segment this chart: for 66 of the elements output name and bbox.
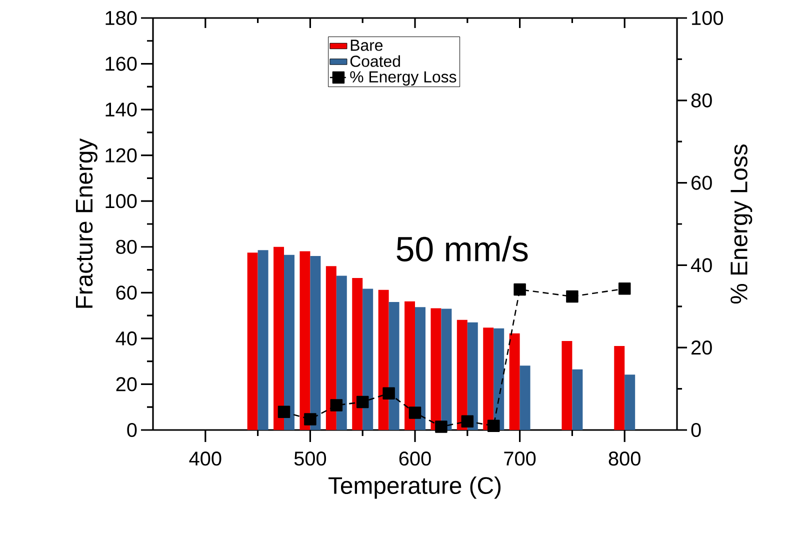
annotation: 50 mm/s	[396, 236, 528, 262]
point	[408, 406, 422, 419]
bar	[467, 322, 478, 430]
bar	[258, 250, 268, 430]
point	[487, 420, 500, 432]
y2-tick-label: 40	[690, 258, 712, 272]
bar	[456, 320, 468, 430]
bar	[310, 256, 321, 430]
bar	[441, 308, 452, 430]
x-tick-label: 600	[399, 452, 431, 466]
point	[278, 406, 290, 418]
bar	[404, 301, 416, 430]
y-tick-label: 120	[106, 148, 137, 162]
bar	[614, 346, 625, 430]
x-tick-label: 400	[189, 452, 222, 466]
bar	[247, 252, 258, 430]
y2-tick-label: 60	[692, 176, 712, 190]
point	[461, 415, 474, 428]
bar	[352, 278, 363, 430]
bar	[509, 333, 520, 430]
y-tick-label: 140	[106, 102, 137, 117]
bar	[378, 290, 389, 430]
y-tick-label: 160	[106, 56, 137, 71]
point	[514, 283, 526, 296]
y-tick-label: 0	[127, 422, 137, 438]
y-tick-label: 40	[116, 331, 137, 346]
y2-tick-label: 0	[691, 422, 701, 438]
y2-tick-label: 20	[692, 340, 712, 355]
legend-label: Coated	[350, 55, 400, 67]
y-tick-label: 80	[116, 240, 137, 254]
point	[382, 387, 395, 400]
bar	[520, 366, 530, 430]
bar	[362, 288, 374, 430]
point	[618, 282, 631, 295]
point	[435, 420, 448, 433]
x-axis-title: Temperature (C)	[328, 476, 501, 499]
bar	[483, 328, 494, 430]
point	[566, 290, 578, 303]
bar	[415, 307, 426, 430]
y-tick-label: 60	[116, 286, 137, 300]
bar	[624, 374, 636, 430]
bar	[326, 266, 336, 430]
bar	[284, 254, 294, 430]
x-tick-label: 500	[294, 452, 326, 466]
y-axis-title: Fracture Energy	[76, 138, 98, 308]
legend-label: Bare	[350, 40, 383, 51]
bar	[430, 308, 442, 430]
bar	[572, 369, 583, 430]
x-tick-label: 800	[608, 452, 640, 466]
legend-label: % Energy Loss	[350, 71, 456, 86]
y-tick-label: 180	[106, 10, 137, 26]
bar	[494, 328, 504, 430]
y2-axis-title: % Energy Loss	[730, 144, 752, 304]
bar	[562, 340, 572, 430]
point	[356, 396, 369, 408]
point	[330, 399, 343, 412]
y-tick-label: 100	[106, 194, 137, 208]
y2-tick-label: 80	[691, 93, 712, 108]
bar	[274, 246, 284, 430]
bar	[336, 276, 347, 430]
point	[304, 413, 316, 426]
y2-tick-label: 100	[692, 10, 723, 26]
x-tick-label: 700	[504, 452, 536, 466]
y-tick-label: 20	[116, 377, 137, 392]
bar	[300, 251, 310, 430]
bar	[388, 302, 400, 430]
